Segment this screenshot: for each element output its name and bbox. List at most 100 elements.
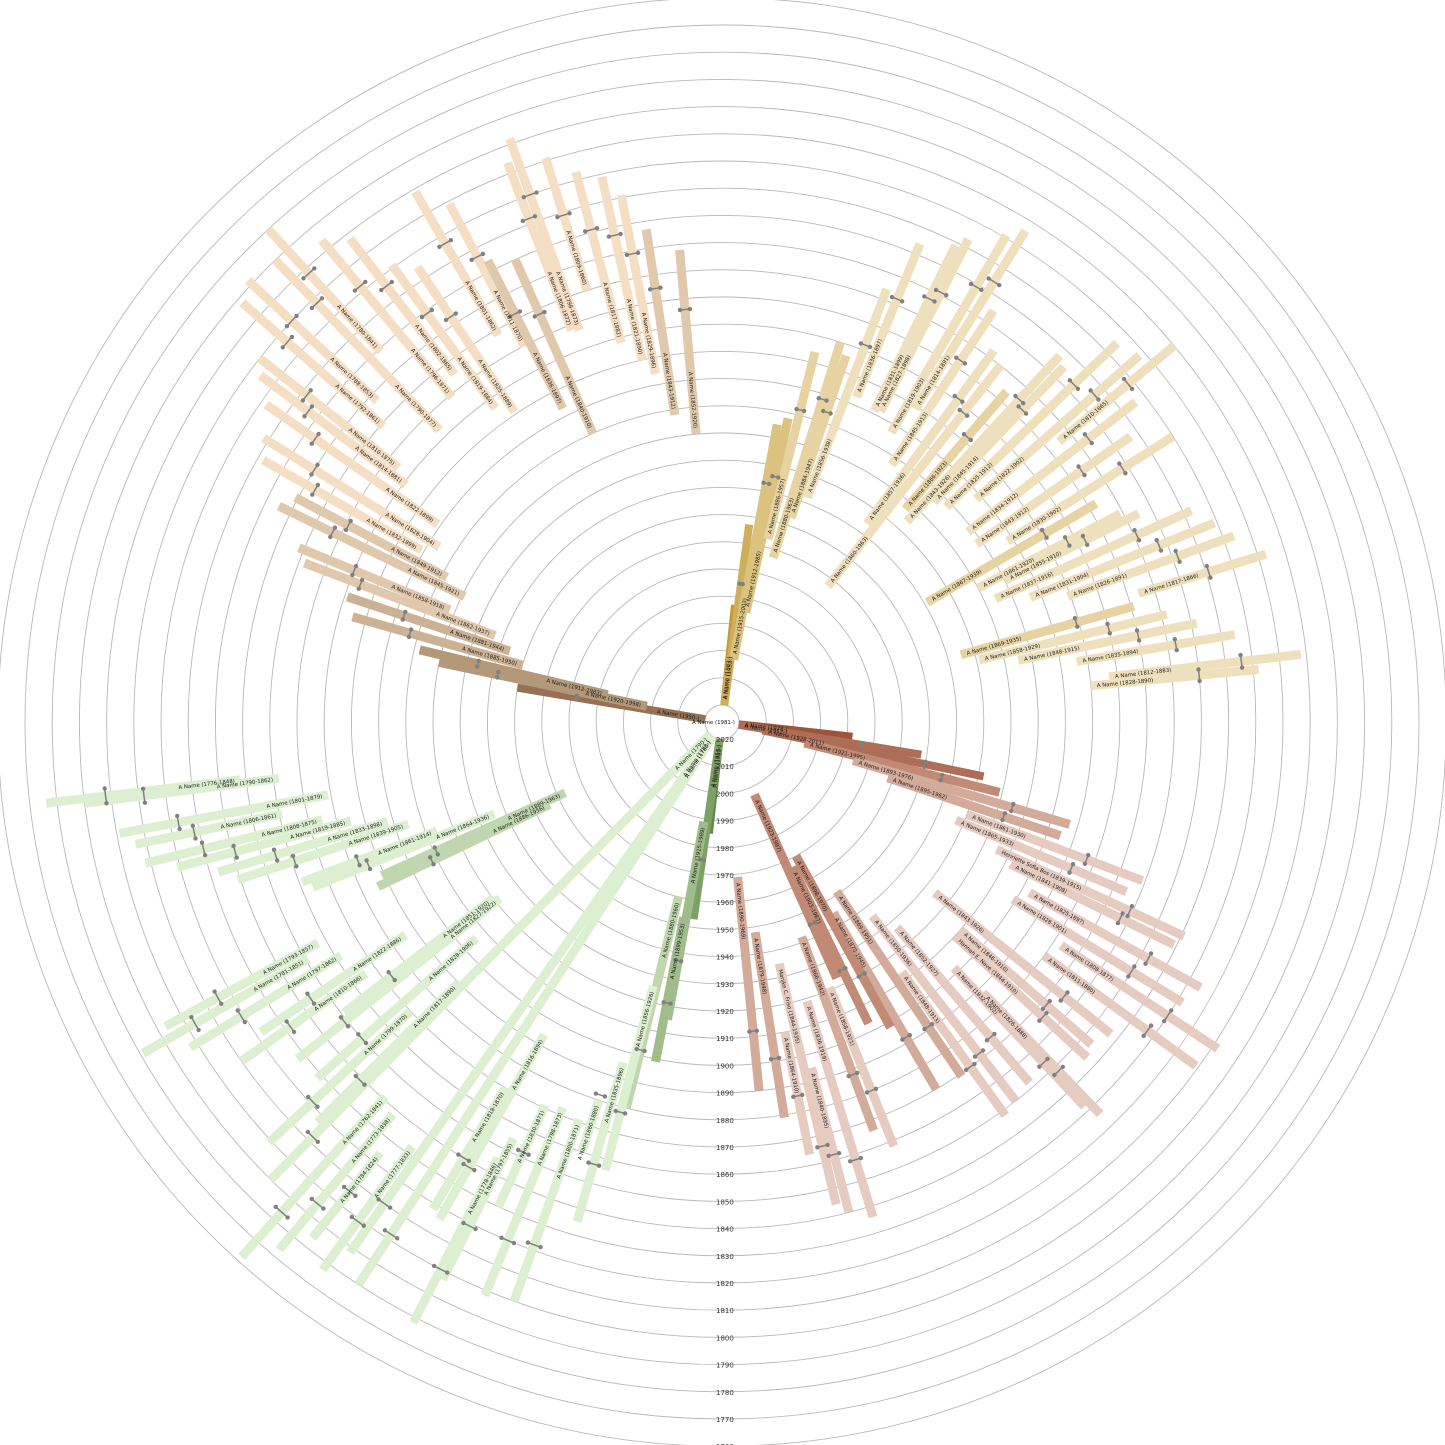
year-ring-label: 1780 [716,1389,734,1397]
connector-node [754,1028,759,1034]
life-bar [1017,618,1198,665]
connector-node [499,1235,504,1241]
year-ring-label: 1880 [716,1117,734,1125]
connector-node [954,355,959,360]
connector-node [294,864,299,869]
connector-node [900,1037,905,1042]
life-bar [1010,895,1185,1007]
connector-node [532,314,537,319]
connector-node [435,852,440,857]
connector-node [231,843,236,849]
life-bar [807,1066,854,1214]
connector-node [1076,464,1081,469]
connector-node [862,971,867,976]
life-bar [238,969,369,1065]
connector-node [356,586,361,591]
life-bar [1002,509,1141,585]
person-label: A Name (1889-1963) [507,793,561,822]
connector-node [309,404,315,409]
connector-node [196,1027,201,1033]
connector-node [308,388,313,393]
connector-node [791,1094,796,1100]
person-name: A Name (1923-1997) [753,799,782,853]
person-label: A Name (1890-1969) [734,883,746,940]
connector-node [431,862,436,867]
connector-node [661,1000,666,1005]
person-label: A Name (1840-1910) [564,375,593,429]
connector-node [986,276,991,281]
life-bar [651,916,689,1063]
person-name: A Name (1809-1860) [564,230,587,286]
life-bar [1137,549,1268,598]
connector-node [466,1158,472,1164]
connector-node [965,413,970,418]
connector-node [855,1070,860,1076]
person-label: A Name (1817-1866) [1144,573,1200,595]
connector-node [889,294,895,300]
connector-node [1072,616,1078,621]
connector-node [175,813,180,819]
life-bar [346,733,716,1256]
year-ring-label: 1990 [716,818,734,826]
connector-node [907,1033,912,1038]
connector-node [189,1015,194,1020]
connector-node [1121,376,1127,382]
connector-node [348,518,353,524]
connector-node [212,989,217,994]
life-bar [258,931,408,1036]
connector-node [1013,393,1018,399]
connector-node [859,744,865,749]
connector-node [406,634,412,640]
life-bar [516,683,706,724]
life-bar [176,816,352,872]
connector-node [1239,665,1245,670]
connector-node [1154,537,1159,543]
life-bar [503,161,576,332]
connector-node [431,1263,437,1269]
life-bar [965,398,1139,536]
life-bar [341,894,496,1017]
connector-node [193,836,198,841]
connector-node [338,1015,344,1020]
connector-node [312,266,317,271]
connector-node [673,958,678,963]
connector-node [1143,961,1148,966]
connector-node [538,1244,543,1250]
person-label: A Name (1860-1963) [830,536,870,584]
life-bar [898,969,1009,1119]
connector-node [824,398,829,403]
connector-node [354,854,359,859]
life-bar [511,257,598,436]
connector-node [496,669,501,675]
connector-node [1047,998,1052,1004]
person-label: A Name (1923-1997) [753,799,782,853]
life-bar [261,434,442,551]
connector-node [534,190,539,195]
connector-node [305,991,310,996]
connector-node [922,764,927,769]
connector-node [658,285,663,290]
connector-node [357,863,362,868]
life-bar [893,924,1033,1086]
connector-node [929,1021,934,1027]
connector-node [1045,1056,1050,1062]
connector-node [461,1161,466,1167]
connector-node [984,1038,990,1043]
life-bar [260,456,424,555]
life-bar [140,954,311,1058]
life-bar [601,984,658,1172]
life-bars [45,137,1302,1325]
life-bar [1041,951,1199,1070]
connector-node [301,276,306,281]
life-bar [264,226,385,355]
connector-node [1037,1064,1042,1069]
year-ring [78,78,1366,1366]
connector-node [437,244,442,249]
connector-node [933,287,939,293]
connector-node [1136,638,1142,643]
connector-node [190,823,195,828]
center-person-label: A Name (1981-) [692,720,735,726]
connector-node [1126,974,1131,979]
person-name: A Name (1817-1866) [1144,573,1200,595]
